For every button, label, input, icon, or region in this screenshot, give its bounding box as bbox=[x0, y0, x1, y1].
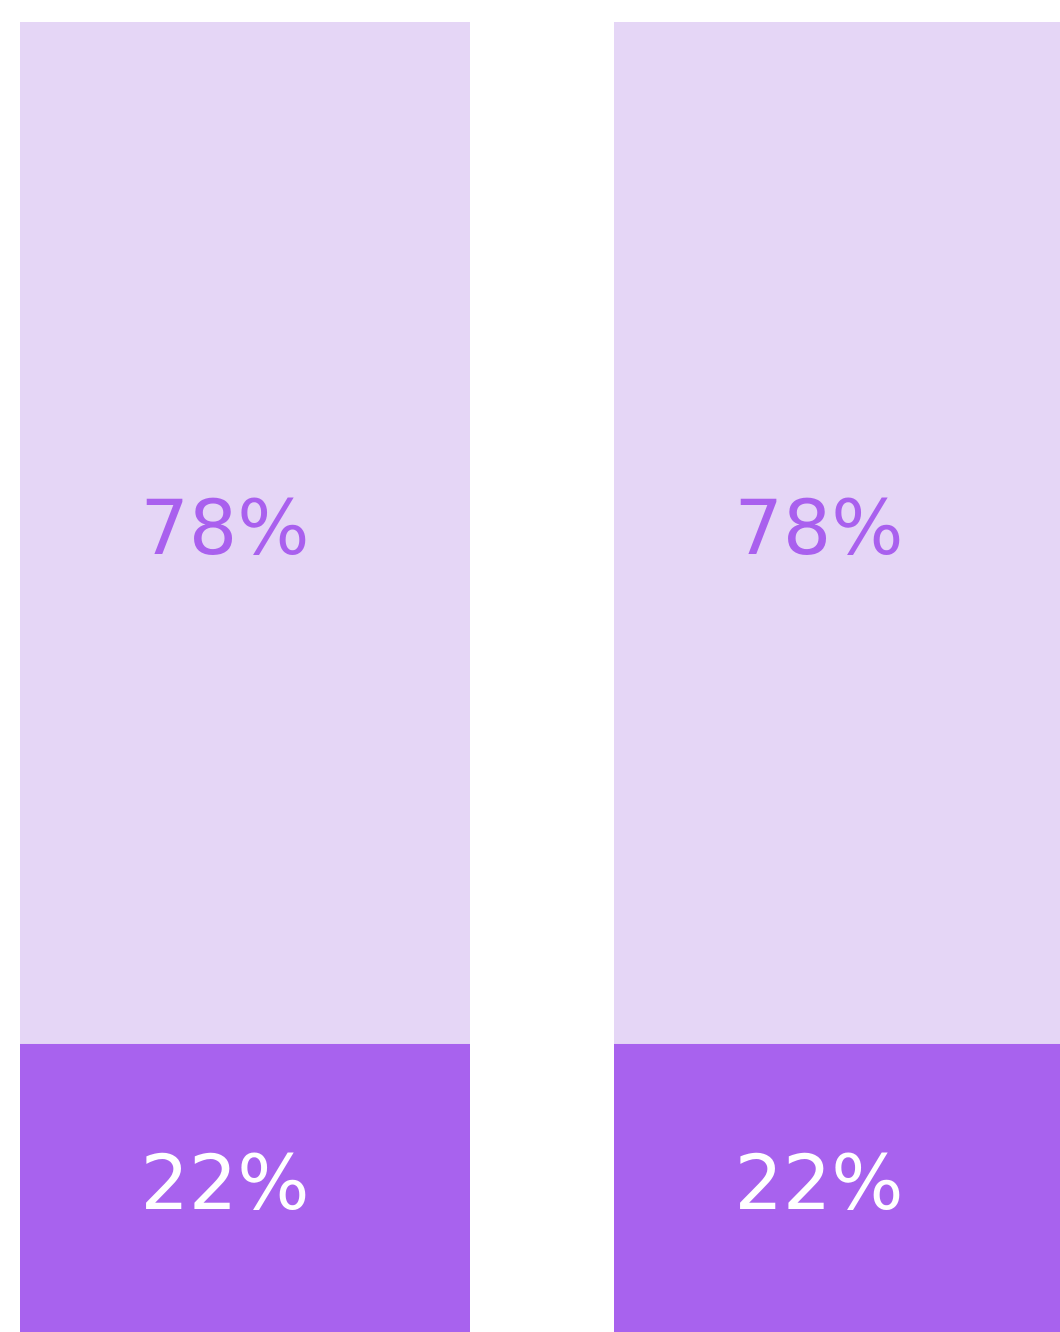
value-label: 22% bbox=[141, 1138, 310, 1227]
bar-segment bbox=[614, 22, 1060, 1044]
value-label: 78% bbox=[141, 483, 310, 572]
value-label: 78% bbox=[735, 483, 904, 572]
bar-segment bbox=[614, 1043, 1060, 1332]
value-label: 22% bbox=[735, 1138, 904, 1227]
bar-segment bbox=[20, 1043, 470, 1332]
bar-segment bbox=[20, 22, 470, 1044]
